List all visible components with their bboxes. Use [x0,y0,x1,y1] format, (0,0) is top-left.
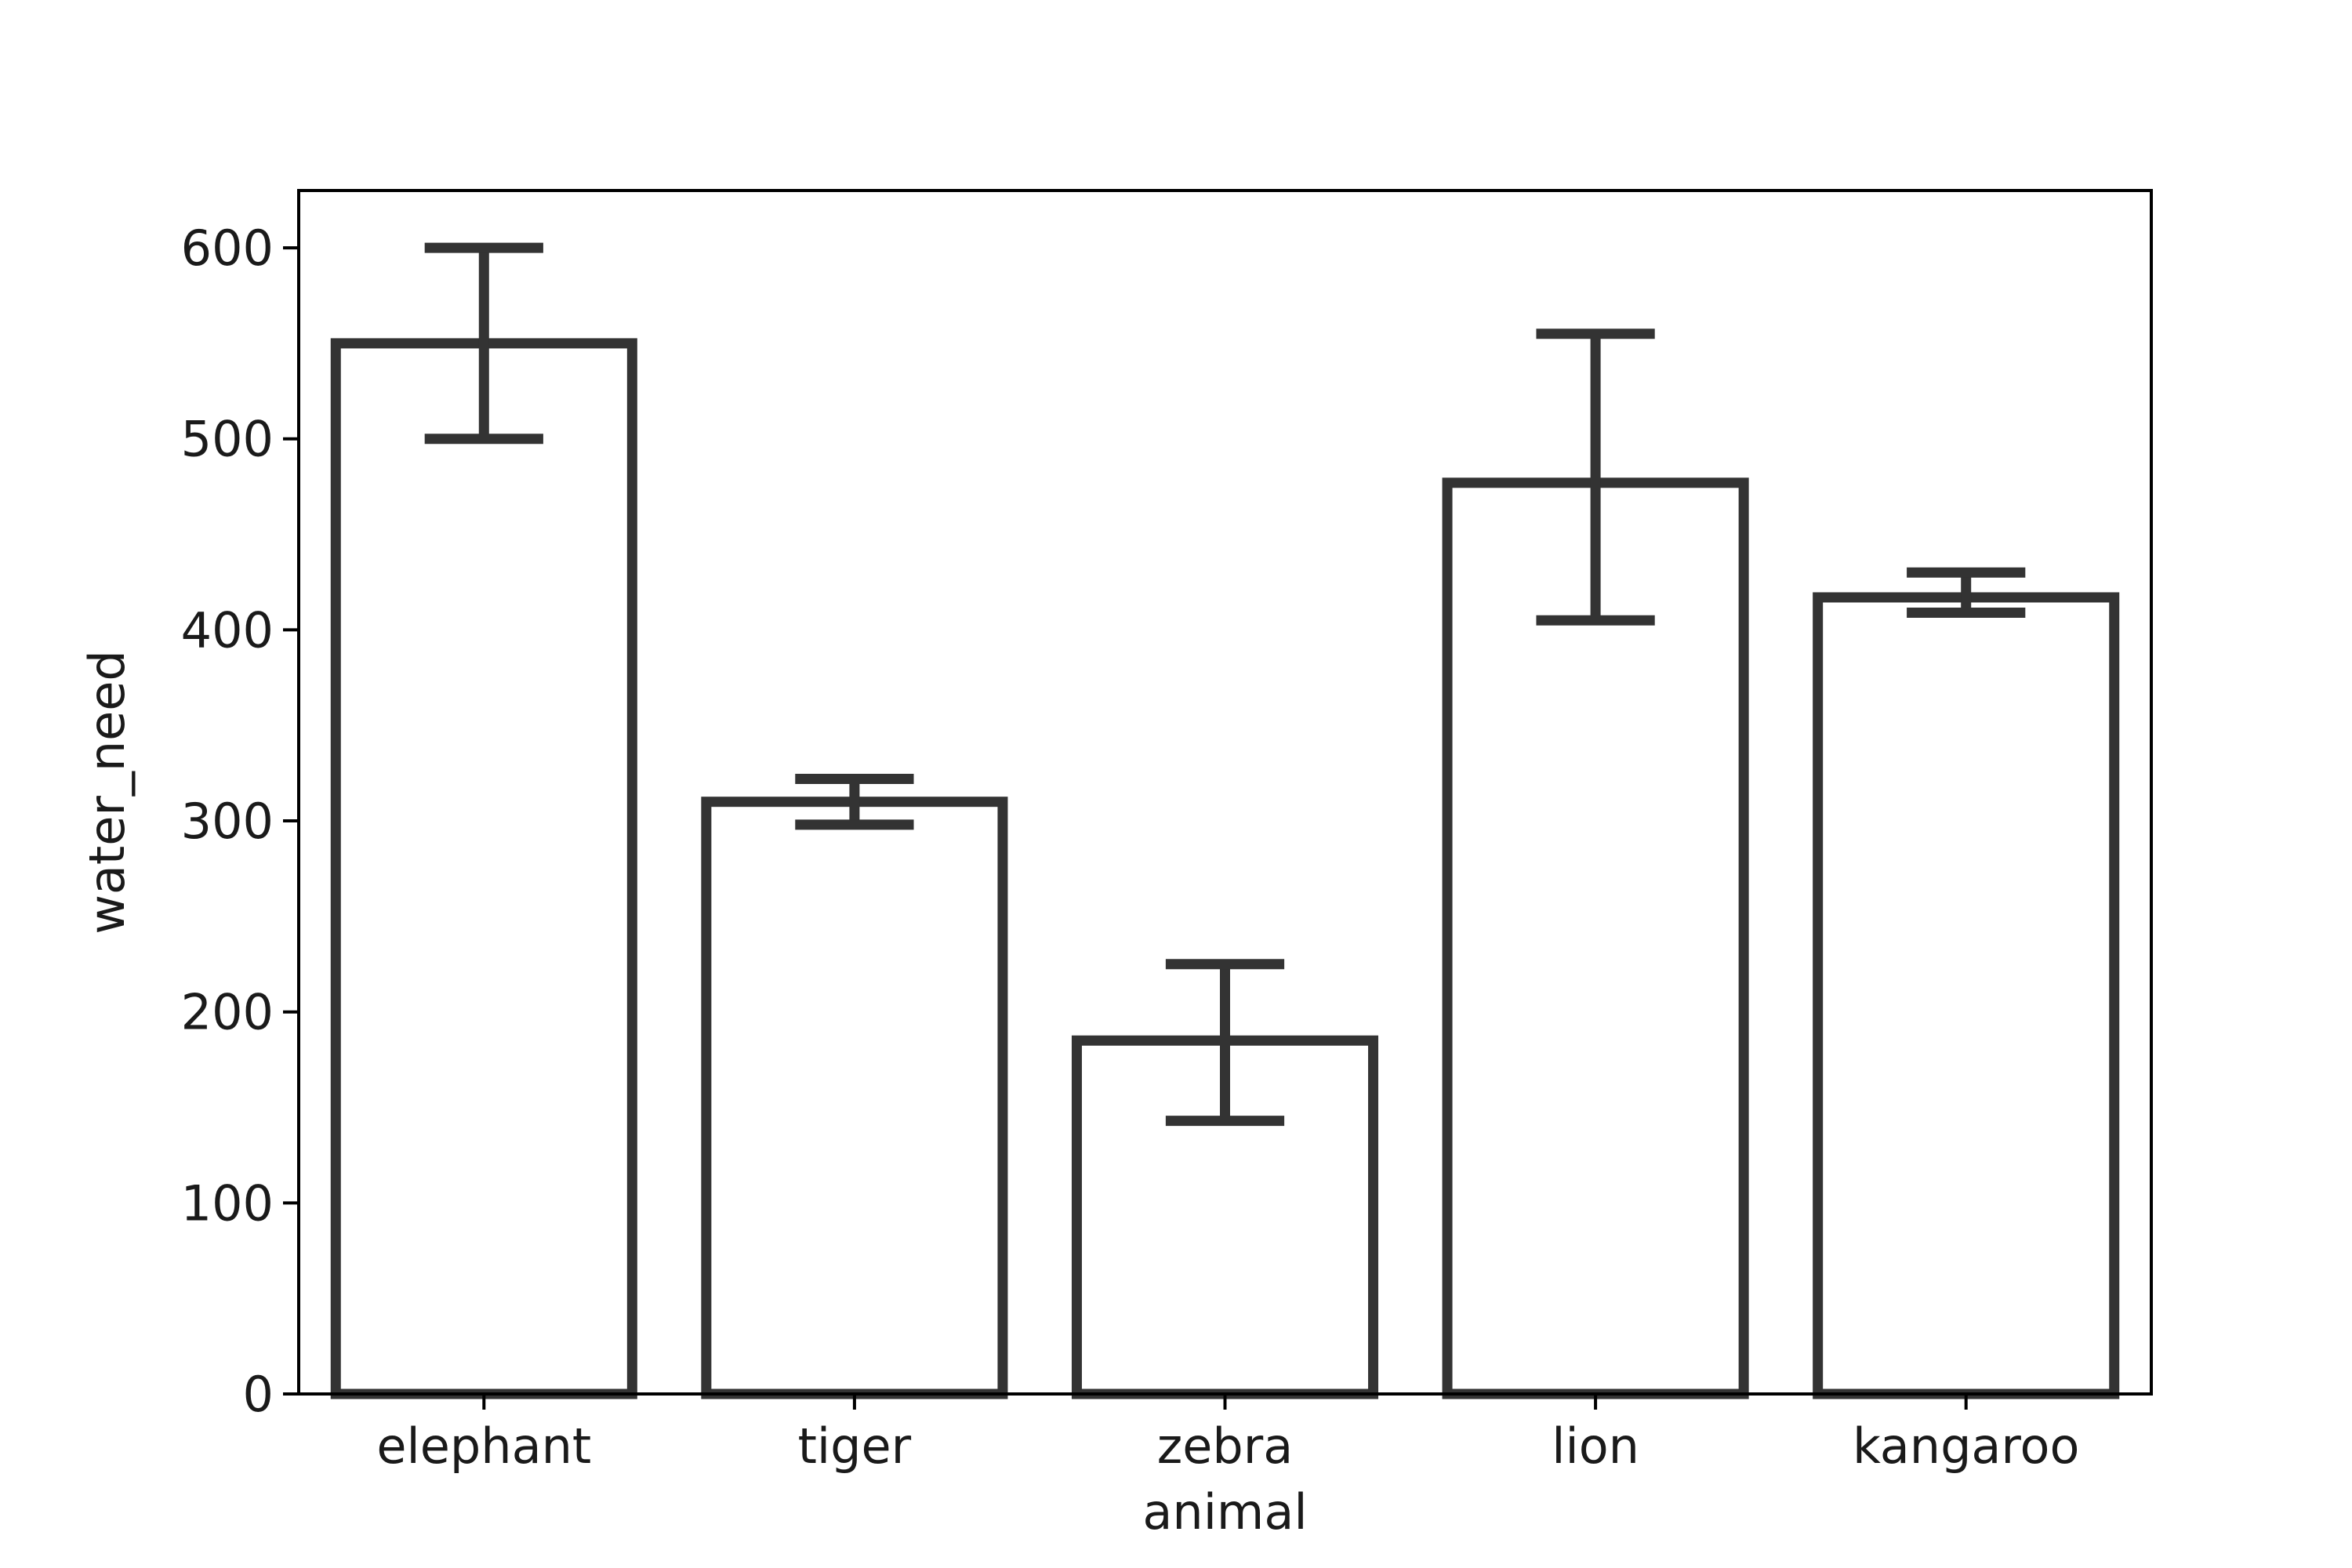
x-tick-label-tiger: tiger [798,1417,912,1475]
y-tick-label-100: 100 [181,1174,274,1232]
y-tick-label-300: 300 [181,793,274,850]
bars-layer [330,338,2120,1399]
x-axis: elephant tiger zebra lion kangaroo [376,1394,2079,1475]
y-tick-label-500: 500 [181,411,274,468]
x-tick-label-lion: lion [1552,1417,1639,1475]
x-tick-label-zebra: zebra [1157,1417,1294,1475]
y-axis: 0 100 200 300 400 500 600 [181,220,299,1423]
bar-elephant [330,338,637,1399]
x-axis-title: animal [1142,1483,1307,1541]
y-tick-label-0: 0 [243,1366,274,1423]
y-axis-title: water_need [78,650,136,935]
bar-tiger [701,797,1008,1399]
bar-kangaroo [1813,592,2120,1399]
error-bars-layer [424,242,2026,1127]
x-tick-label-kangaroo: kangaroo [1853,1417,2079,1475]
bar-lion [1442,477,1749,1399]
y-tick-label-400: 400 [181,601,274,659]
y-tick-label-600: 600 [181,220,274,277]
y-tick-label-200: 200 [181,984,274,1041]
x-tick-label-elephant: elephant [376,1417,591,1475]
